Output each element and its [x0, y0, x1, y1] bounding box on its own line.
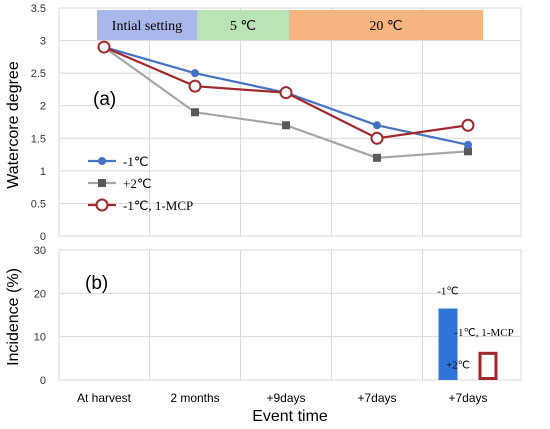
legend-label: -1℃, 1-MCP: [123, 198, 193, 213]
x-tick-label: +7days: [357, 391, 396, 405]
y-tick-label-a: 3.5: [31, 3, 46, 15]
bar-data-label: -1℃: [437, 286, 459, 298]
phase-label: 20 ℃: [369, 19, 402, 34]
y-tick-label-a: 3: [40, 36, 46, 48]
data-point: [373, 153, 381, 162]
y-tick-label-a: 2: [40, 101, 46, 113]
y-tick-label-b: 10: [34, 332, 46, 344]
data-point: [370, 131, 384, 145]
data-point: [279, 86, 293, 100]
data-point: [97, 40, 111, 54]
panel-label-b: (b): [85, 273, 108, 294]
x-tick-label: +9days: [266, 391, 305, 405]
y-tick-label-a: 1: [40, 166, 46, 178]
y-axis-label-b: Incidence (%): [5, 268, 22, 366]
legend-label: +2℃: [123, 176, 151, 191]
phase-band: [289, 10, 483, 40]
phase-band: [97, 10, 197, 40]
incidence-chart: 0 10 20 30 -1℃ +2℃ -1℃, 1-MCP (b) Incidence (…: [5, 245, 522, 425]
data-point: [464, 147, 472, 156]
data-point: [188, 79, 202, 93]
y-tick-label-a: 2.5: [31, 68, 46, 80]
y-tick-label-a: 0: [40, 231, 46, 243]
legend-marker: [98, 179, 106, 187]
x-tick-label: 2 months: [170, 391, 219, 405]
data-point: [461, 118, 475, 132]
bar: [478, 351, 498, 381]
y-tick-label-a: 0.5: [31, 198, 46, 210]
legend-marker: [95, 198, 109, 212]
data-point: [464, 140, 472, 149]
bar-data-label: -1℃, 1-MCP: [454, 327, 513, 339]
y-tick-label-b: 20: [34, 288, 46, 300]
data-point: [191, 69, 199, 78]
bar-data-label: +2℃: [446, 359, 470, 371]
phase-label: 5 ℃: [230, 19, 256, 34]
panel-label-a: (a): [93, 89, 116, 110]
y-tick-label-b: 0: [40, 375, 46, 387]
x-tick-label: +7days: [448, 391, 487, 405]
watercore-chart: Intial setting 5 ℃ 20 ℃ 0 0.5 1 1.5 2 2.5 3 3.5 (…: [5, 3, 522, 243]
x-tick-label: At harvest: [77, 391, 132, 405]
y-tick-label-b: 30: [34, 245, 46, 257]
legend-marker: [98, 157, 106, 165]
y-tick-label-a: 1.5: [31, 133, 46, 145]
data-point: [373, 121, 381, 130]
bar: [438, 308, 458, 380]
x-axis-label: Event time: [252, 408, 328, 425]
phase-band: [197, 10, 289, 40]
data-point: [282, 121, 290, 130]
y-axis-label-a: Watercore degree: [5, 61, 22, 189]
legend-label: -1℃: [123, 154, 148, 169]
phase-label: Intial setting: [112, 19, 182, 34]
data-point: [191, 108, 199, 117]
